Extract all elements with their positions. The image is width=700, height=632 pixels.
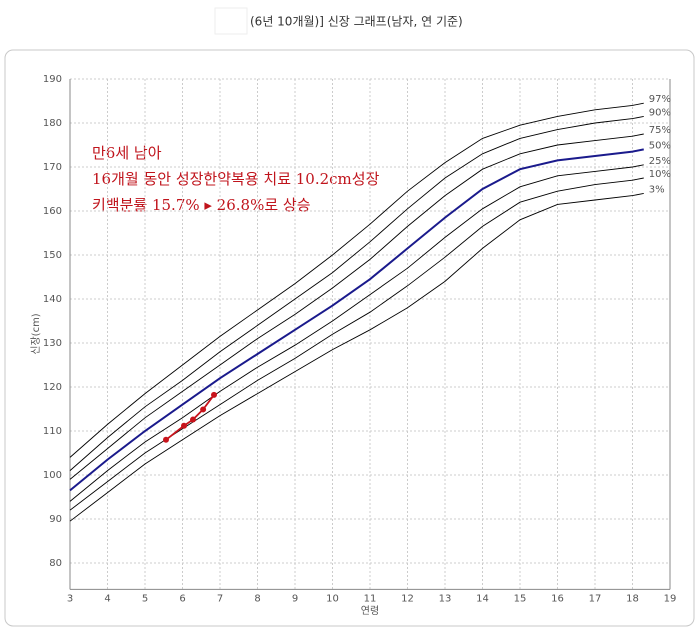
series-label: 90% bbox=[649, 107, 671, 118]
y-tick-label: 190 bbox=[43, 74, 62, 85]
series-label: 3% bbox=[649, 184, 665, 195]
percentile-line bbox=[69, 133, 644, 480]
annotation: 16개월 동안 성장한약복용 치료 10.2cm성장 bbox=[92, 170, 380, 188]
y-tick-label: 80 bbox=[49, 558, 62, 569]
percentile-line bbox=[69, 115, 644, 471]
redaction bbox=[214, 7, 248, 35]
y-tick-label: 120 bbox=[43, 382, 62, 393]
series-label: 97% bbox=[649, 94, 671, 105]
x-tick-label: 19 bbox=[664, 593, 677, 604]
y-tick-label: 170 bbox=[43, 162, 62, 173]
percentile-line bbox=[69, 102, 644, 458]
x-axis-label: 연령 bbox=[361, 605, 379, 617]
y-tick-label: 180 bbox=[43, 118, 62, 129]
y-tick-label: 140 bbox=[43, 294, 62, 305]
x-tick-label: 8 bbox=[254, 593, 260, 604]
x-tick-label: 5 bbox=[142, 593, 148, 604]
x-tick-label: 6 bbox=[179, 593, 185, 604]
patient-point bbox=[211, 391, 217, 398]
y-axis-label: 신장(cm) bbox=[30, 313, 42, 355]
chart-title: (6년 10개월)] 신장 그래프(남자, 연 기준) bbox=[250, 15, 463, 29]
x-tick-label: 15 bbox=[514, 593, 527, 604]
x-tick-label: 18 bbox=[626, 593, 639, 604]
percentile-line bbox=[69, 164, 644, 502]
series-label: 10% bbox=[649, 169, 671, 180]
percentile-line bbox=[69, 192, 644, 522]
y-tick-label: 130 bbox=[43, 338, 62, 349]
x-tick-label: 3 bbox=[67, 593, 73, 604]
y-tick-label: 90 bbox=[49, 514, 62, 525]
x-tick-label: 13 bbox=[439, 593, 452, 604]
y-tick-label: 150 bbox=[43, 250, 62, 261]
patient-point bbox=[181, 422, 187, 429]
x-tick-label: 9 bbox=[292, 593, 298, 604]
patient-point bbox=[190, 416, 196, 423]
x-tick-label: 7 bbox=[217, 593, 223, 604]
annotation: 만6세 남아 bbox=[92, 144, 162, 162]
series-label: 25% bbox=[649, 156, 671, 167]
x-tick-label: 17 bbox=[589, 593, 602, 604]
series-label: 75% bbox=[649, 125, 671, 136]
patient-point bbox=[163, 436, 169, 443]
patient-point bbox=[200, 406, 207, 413]
percentile-line bbox=[69, 148, 644, 492]
x-tick-label: 12 bbox=[401, 593, 414, 604]
x-tick-label: 14 bbox=[476, 593, 489, 604]
annotation: 키백분률 15.7% ▸ 26.8%로 상승 bbox=[92, 196, 311, 214]
y-tick-label: 110 bbox=[43, 426, 62, 437]
x-tick-label: 11 bbox=[364, 593, 377, 604]
x-tick-label: 4 bbox=[104, 593, 110, 604]
y-tick-label: 100 bbox=[43, 470, 62, 481]
y-tick-label: 160 bbox=[43, 206, 62, 217]
panel bbox=[4, 49, 695, 627]
series-label: 50% bbox=[649, 140, 671, 151]
x-tick-label: 10 bbox=[326, 593, 339, 604]
x-tick-label: 16 bbox=[551, 593, 564, 604]
